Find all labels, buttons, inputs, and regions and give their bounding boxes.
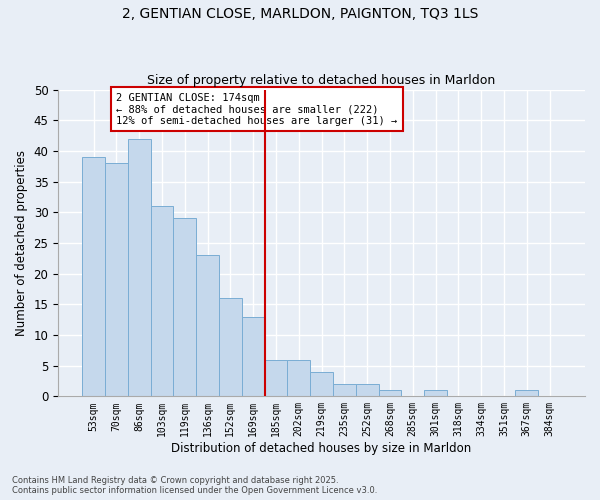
Bar <box>424 390 447 396</box>
Bar <box>173 218 196 396</box>
Bar <box>151 206 173 396</box>
Bar <box>333 384 356 396</box>
X-axis label: Distribution of detached houses by size in Marldon: Distribution of detached houses by size … <box>172 442 472 455</box>
Title: Size of property relative to detached houses in Marldon: Size of property relative to detached ho… <box>148 74 496 87</box>
Bar <box>105 163 128 396</box>
Bar <box>196 255 219 396</box>
Text: Contains HM Land Registry data © Crown copyright and database right 2025.
Contai: Contains HM Land Registry data © Crown c… <box>12 476 377 495</box>
Bar <box>356 384 379 396</box>
Y-axis label: Number of detached properties: Number of detached properties <box>15 150 28 336</box>
Bar <box>379 390 401 396</box>
Bar <box>310 372 333 396</box>
Bar <box>515 390 538 396</box>
Bar <box>242 316 265 396</box>
Bar <box>128 138 151 396</box>
Bar <box>219 298 242 396</box>
Text: 2, GENTIAN CLOSE, MARLDON, PAIGNTON, TQ3 1LS: 2, GENTIAN CLOSE, MARLDON, PAIGNTON, TQ3… <box>122 8 478 22</box>
Bar <box>82 157 105 396</box>
Text: 2 GENTIAN CLOSE: 174sqm
← 88% of detached houses are smaller (222)
12% of semi-d: 2 GENTIAN CLOSE: 174sqm ← 88% of detache… <box>116 92 398 126</box>
Bar <box>287 360 310 397</box>
Bar <box>265 360 287 397</box>
